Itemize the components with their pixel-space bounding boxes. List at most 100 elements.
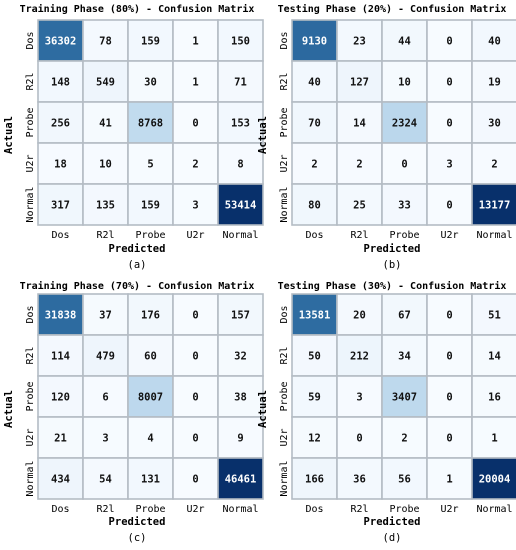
cell-value-label: 46461 bbox=[225, 474, 257, 486]
cell-value-label: 8 bbox=[237, 159, 243, 171]
y-axis-title: Actual bbox=[3, 390, 15, 428]
x-tick-label: Normal bbox=[222, 230, 258, 241]
cell-value-label: 166 bbox=[305, 474, 324, 486]
panel-title: Testing Phase (20%) - Confusion Matrix bbox=[278, 3, 507, 15]
heatmap-cell bbox=[37, 416, 84, 459]
cell-value-label: 44 bbox=[398, 36, 411, 48]
cell-value-label: 256 bbox=[51, 118, 70, 130]
cell-value-label: 150 bbox=[231, 36, 250, 48]
cell-value-label: 3407 bbox=[392, 392, 417, 404]
cell-value-label: 159 bbox=[141, 36, 160, 48]
y-tick-label: Dos bbox=[279, 31, 290, 49]
panel-caption: (c) bbox=[128, 532, 147, 544]
cell-value-label: 40 bbox=[488, 36, 501, 48]
cell-value-label: 59 bbox=[308, 392, 321, 404]
heatmap-cell bbox=[217, 19, 264, 62]
cell-value-label: 34 bbox=[398, 351, 411, 363]
heatmap-cell bbox=[426, 375, 473, 418]
heatmap-cell bbox=[82, 334, 129, 377]
y-tick-label: Probe bbox=[25, 107, 36, 137]
heatmap-cell bbox=[426, 142, 473, 185]
cell-value-label: 10 bbox=[398, 77, 411, 89]
cell-value-label: 23 bbox=[353, 36, 366, 48]
cell-value-label: 2 bbox=[311, 159, 317, 171]
panel-b: Testing Phase (20%) - Confusion Matrix 9… bbox=[257, 3, 516, 271]
cell-value-label: 0 bbox=[446, 392, 452, 404]
x-tick-label: U2r bbox=[186, 504, 204, 515]
x-tick-label: Normal bbox=[476, 230, 512, 241]
heatmap-cell bbox=[37, 293, 84, 336]
heatmap-cell bbox=[471, 375, 516, 418]
heatmap-cell bbox=[127, 183, 174, 226]
heatmap-cell bbox=[291, 60, 338, 103]
heatmap-cell bbox=[37, 334, 84, 377]
cell-value-label: 20 bbox=[353, 310, 366, 322]
heatmap-cell bbox=[217, 183, 264, 226]
cell-value-label: 80 bbox=[308, 200, 321, 212]
panel-title: Training Phase (70%) - Confusion Matrix bbox=[20, 280, 255, 292]
cell-value-label: 1 bbox=[491, 433, 497, 445]
cell-value-label: 0 bbox=[446, 310, 452, 322]
heatmap-cell bbox=[336, 142, 383, 185]
heatmap-cell bbox=[291, 142, 338, 185]
y-tick-label: R2l bbox=[279, 346, 290, 364]
x-tick-label: Normal bbox=[222, 504, 258, 515]
cell-value-label: 67 bbox=[398, 310, 411, 322]
heatmap-cell bbox=[426, 457, 473, 500]
cell-value-label: 36 bbox=[353, 474, 366, 486]
cell-value-label: 18 bbox=[54, 159, 67, 171]
cell-value-label: 56 bbox=[398, 474, 411, 486]
cell-value-label: 36302 bbox=[45, 36, 77, 48]
cell-value-label: 6 bbox=[102, 392, 108, 404]
cell-value-label: 60 bbox=[144, 351, 157, 363]
cell-value-label: 38 bbox=[234, 392, 247, 404]
y-tick-label: Normal bbox=[25, 186, 36, 222]
heatmap-cell bbox=[291, 19, 338, 62]
heatmap-cell bbox=[82, 457, 129, 500]
cell-value-label: 2 bbox=[192, 159, 198, 171]
cell-value-label: 30 bbox=[488, 118, 501, 130]
cell-value-label: 12 bbox=[308, 433, 321, 445]
heatmap-cell bbox=[172, 375, 219, 418]
x-tick-label: Probe bbox=[389, 504, 419, 515]
heatmap-cell bbox=[336, 60, 383, 103]
x-tick-label: U2r bbox=[186, 230, 204, 241]
heatmap-cell bbox=[127, 293, 174, 336]
cell-value-label: 1 bbox=[192, 77, 198, 89]
heatmap-cell bbox=[127, 457, 174, 500]
heatmap-cell bbox=[217, 142, 264, 185]
cell-value-label: 153 bbox=[231, 118, 250, 130]
cell-value-label: 549 bbox=[96, 77, 115, 89]
heatmap-cell bbox=[471, 293, 516, 336]
heatmap-cell bbox=[127, 101, 174, 144]
x-tick-label: U2r bbox=[440, 504, 458, 515]
cell-value-label: 0 bbox=[446, 118, 452, 130]
cell-value-label: 10 bbox=[99, 159, 112, 171]
cell-value-label: 19 bbox=[488, 77, 501, 89]
cell-value-label: 3 bbox=[102, 433, 108, 445]
cell-value-label: 1 bbox=[192, 36, 198, 48]
x-tick-label: Probe bbox=[135, 504, 165, 515]
cell-value-label: 2 bbox=[356, 159, 362, 171]
cell-value-label: 148 bbox=[51, 77, 70, 89]
x-tick-label: Dos bbox=[51, 230, 69, 241]
heatmap-cell bbox=[82, 19, 129, 62]
x-tick-label: U2r bbox=[440, 230, 458, 241]
heatmap-cell bbox=[291, 334, 338, 377]
heatmap-cell bbox=[217, 416, 264, 459]
heatmap-cell bbox=[291, 416, 338, 459]
cell-value-label: 0 bbox=[192, 351, 198, 363]
cell-value-label: 33 bbox=[398, 200, 411, 212]
x-tick-label: R2l bbox=[96, 504, 114, 515]
y-tick-label: U2r bbox=[279, 154, 290, 172]
x-tick-label: Dos bbox=[305, 230, 323, 241]
cell-value-label: 0 bbox=[446, 77, 452, 89]
cell-value-label: 0 bbox=[192, 310, 198, 322]
cell-value-label: 0 bbox=[446, 36, 452, 48]
x-tick-label: Dos bbox=[305, 504, 323, 515]
cell-value-label: 78 bbox=[99, 36, 112, 48]
heatmap-cell bbox=[82, 416, 129, 459]
heatmap-cell bbox=[336, 19, 383, 62]
heatmap-cell bbox=[37, 19, 84, 62]
